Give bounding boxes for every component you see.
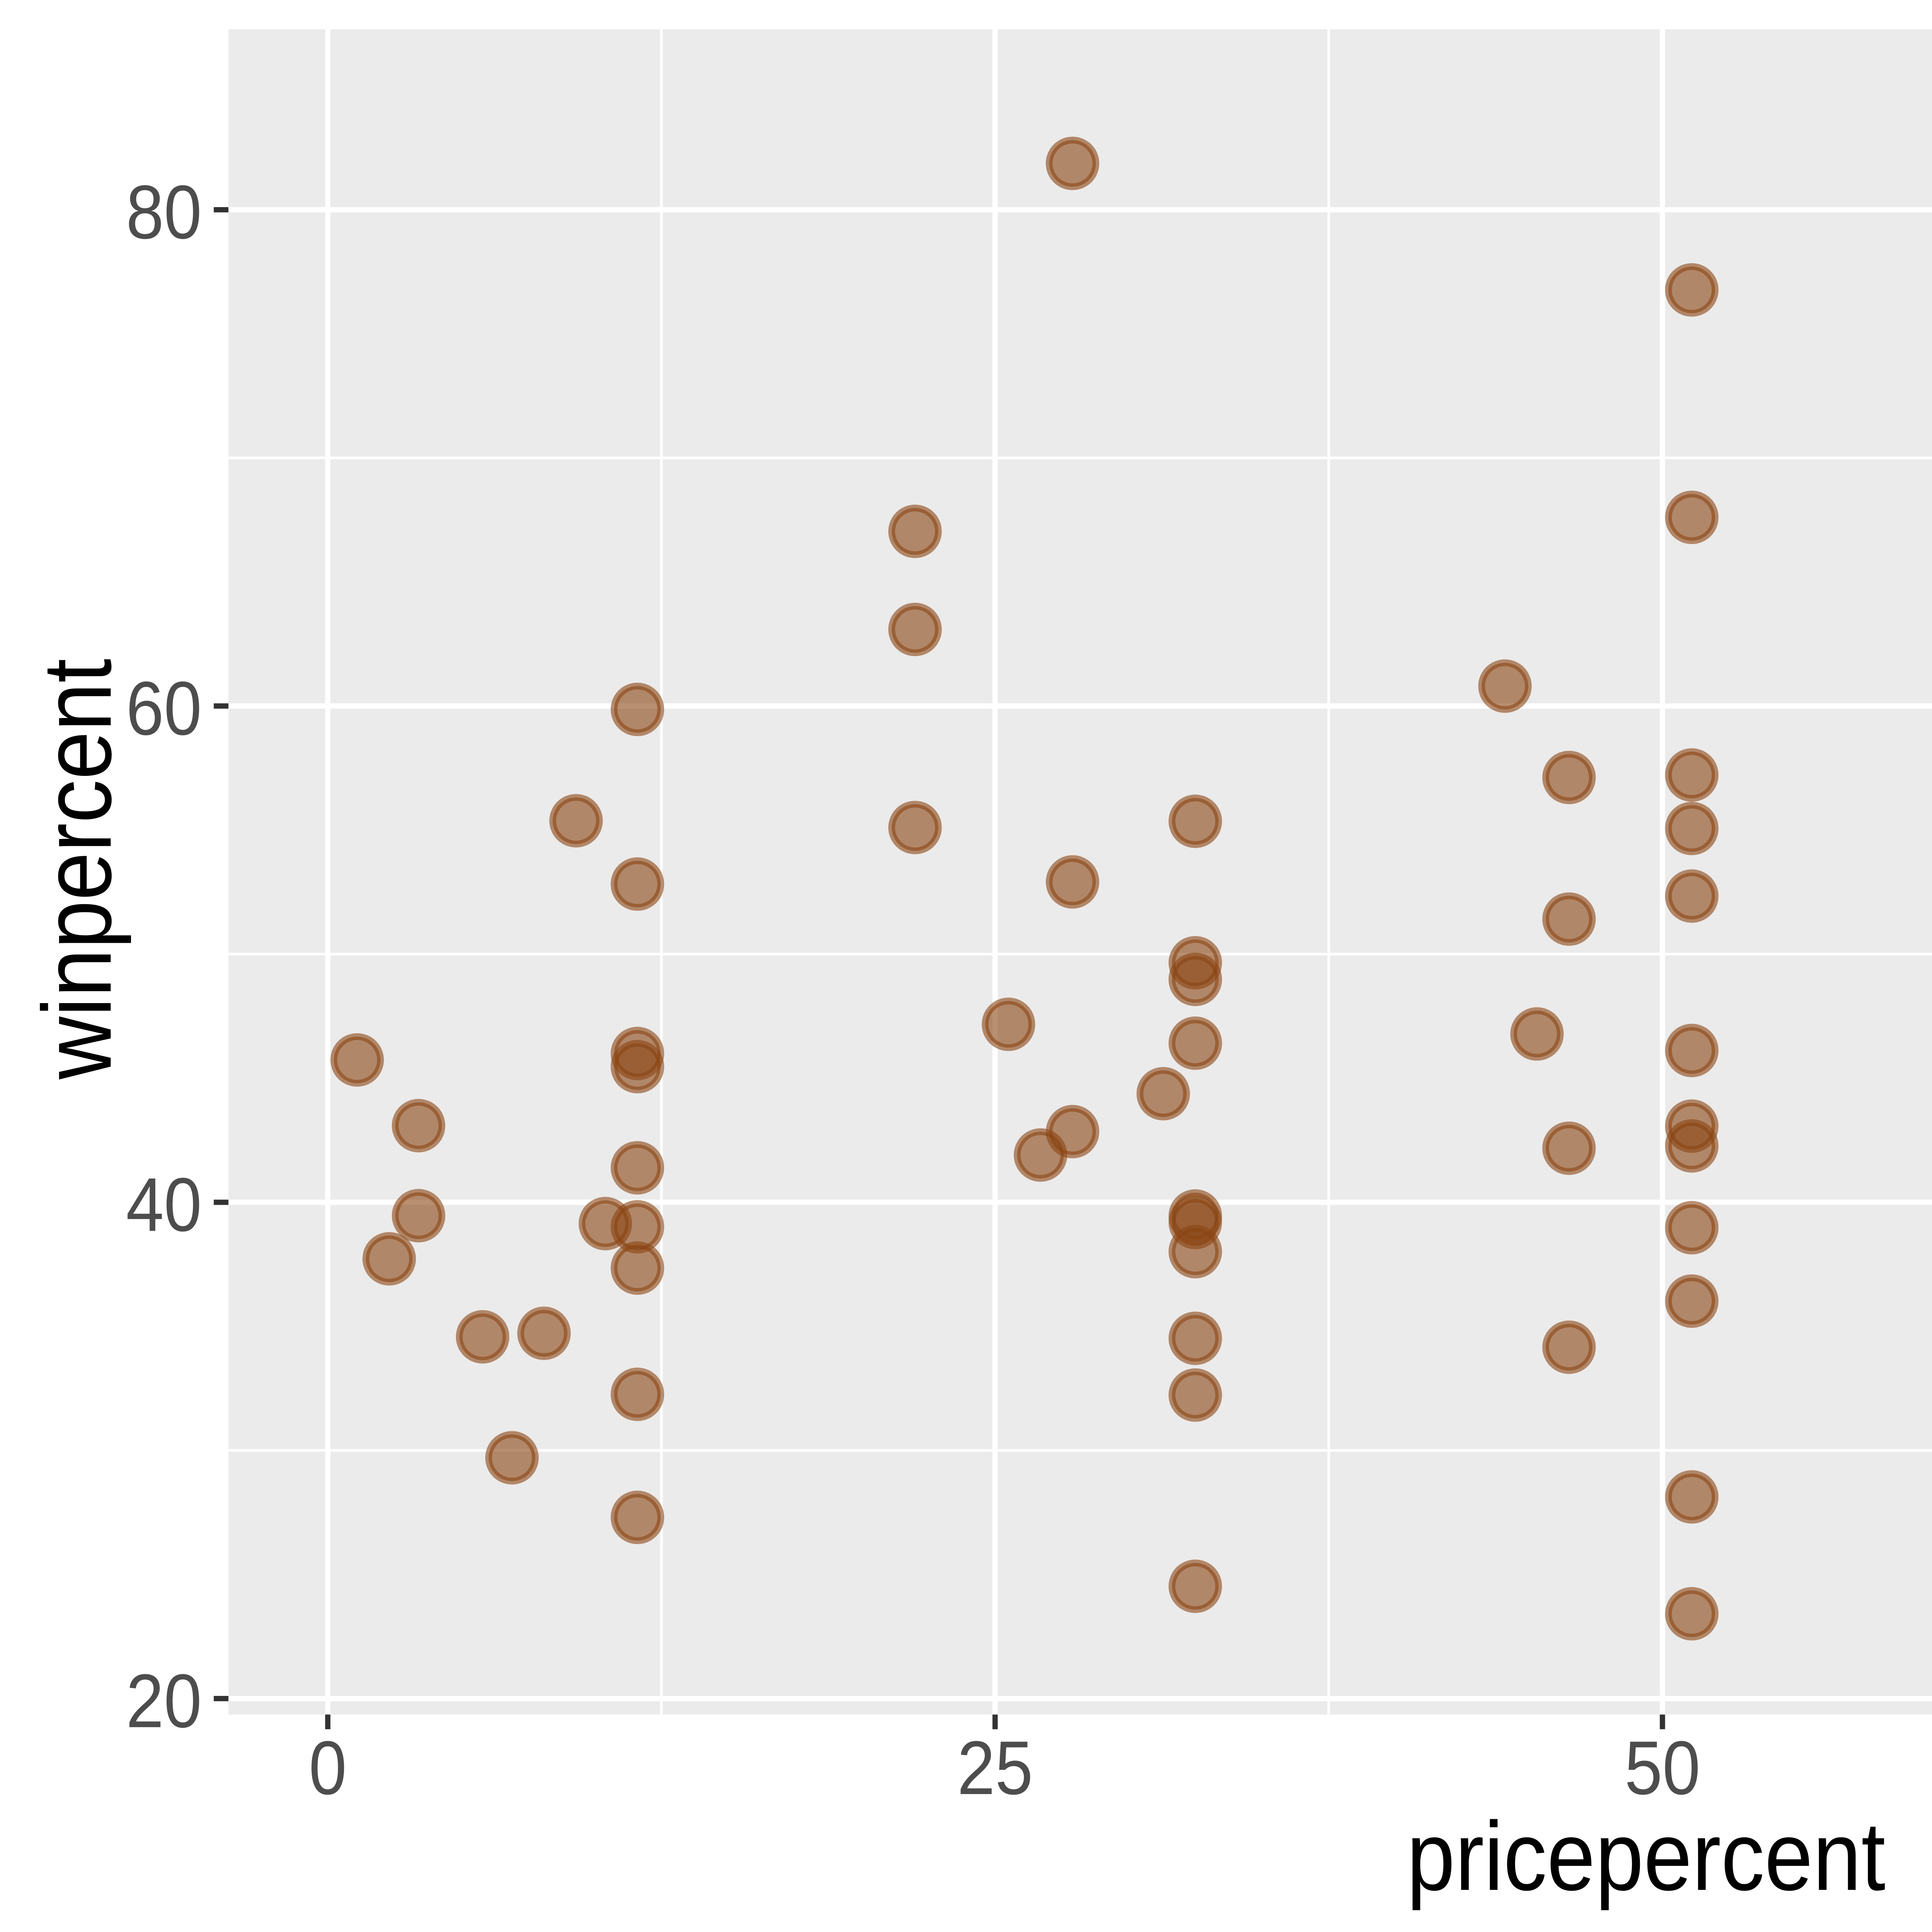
svg-text:0: 0 [309,1725,347,1810]
svg-text:20: 20 [126,1658,202,1743]
svg-text:60: 60 [126,666,202,751]
svg-text:pricepercent: pricepercent [1407,1801,1886,1911]
svg-text:40: 40 [126,1162,202,1247]
svg-text:80: 80 [126,170,202,255]
svg-text:25: 25 [957,1725,1033,1810]
svg-text:winpercent: winpercent [22,659,131,1080]
svg-text:50: 50 [1624,1725,1700,1810]
